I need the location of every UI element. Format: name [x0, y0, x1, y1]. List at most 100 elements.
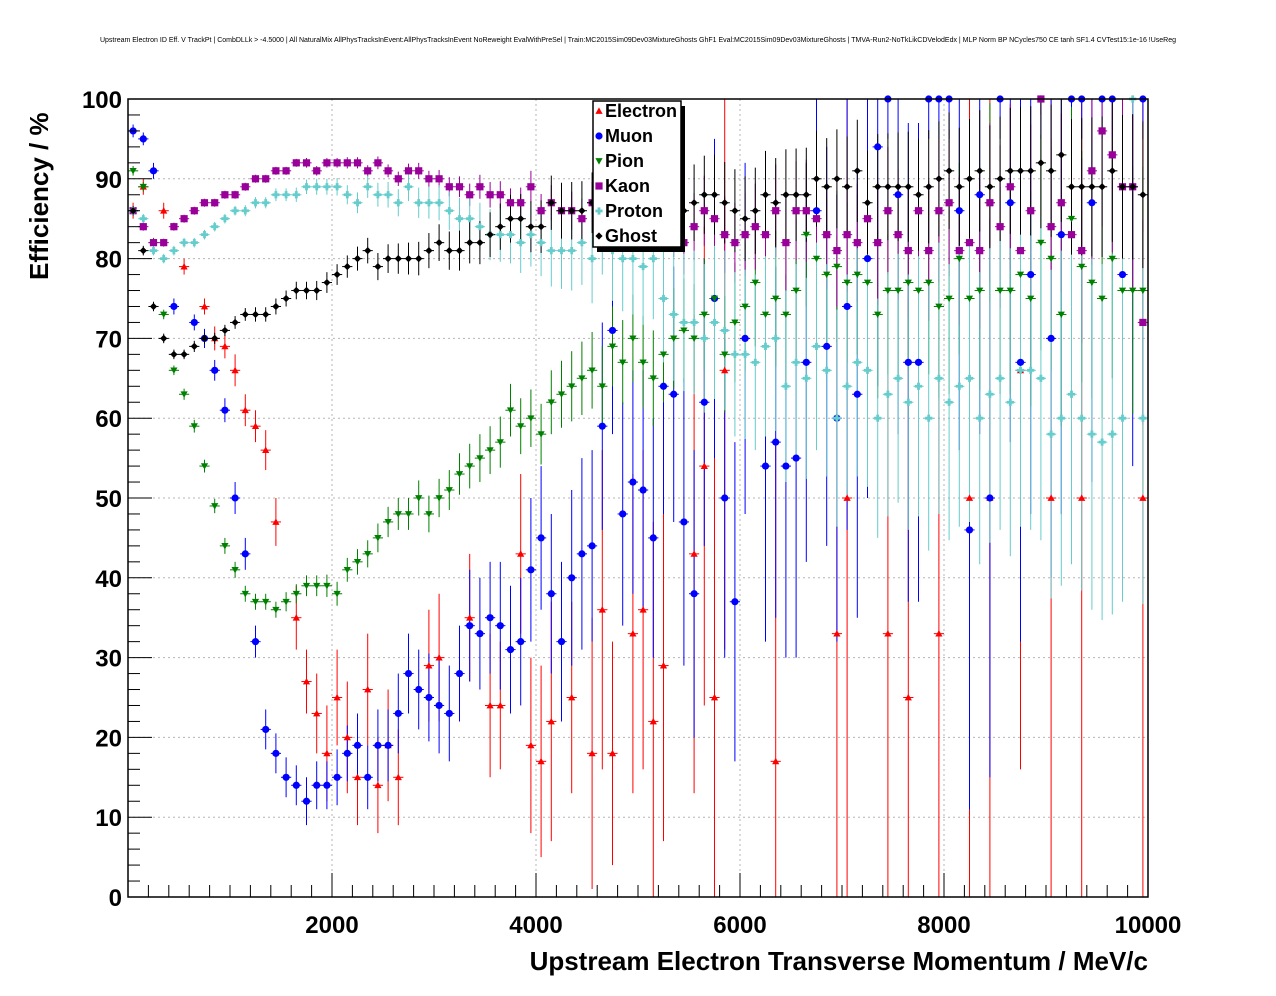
kaon-point — [761, 231, 770, 239]
pion-point — [404, 511, 413, 518]
electron-point — [496, 701, 504, 709]
kaon-point — [1108, 151, 1116, 159]
muon-point — [333, 773, 341, 781]
ghost-point — [527, 223, 535, 231]
ghost-point — [211, 334, 219, 342]
kaon-point — [751, 223, 759, 231]
pion-point — [1027, 295, 1035, 303]
ghost-point — [935, 175, 943, 183]
ghost-point — [568, 207, 576, 215]
proton-point — [802, 374, 810, 382]
pion-point — [619, 359, 627, 366]
pion-point — [435, 495, 443, 502]
ghost-point — [476, 239, 484, 247]
electron-point — [537, 757, 545, 765]
kaon-point — [863, 215, 872, 223]
muon-point — [772, 438, 780, 446]
proton-point — [731, 350, 739, 358]
proton-point — [741, 350, 749, 358]
kaon-point — [833, 247, 841, 255]
electron-point — [333, 693, 341, 701]
muon-point — [914, 358, 923, 366]
legend-marker-pion — [595, 158, 603, 165]
electron-point — [262, 446, 270, 453]
ghost-point — [731, 207, 739, 215]
ghost-point — [506, 215, 515, 223]
pion-point — [731, 319, 739, 327]
pion-point — [180, 391, 188, 398]
electron-point — [425, 661, 433, 669]
pion-point — [965, 295, 974, 303]
electron-point — [843, 494, 851, 501]
proton-point — [455, 215, 464, 223]
muon-point — [190, 318, 198, 327]
pion-point — [843, 279, 851, 287]
pion-point — [292, 590, 300, 598]
kaon-point — [976, 247, 984, 255]
pion-point — [1098, 295, 1106, 303]
kaon-point — [200, 199, 209, 207]
proton-point — [792, 358, 800, 366]
muon-point — [863, 255, 872, 263]
pion-point — [639, 359, 647, 366]
proton-point — [1139, 414, 1147, 422]
proton-point — [272, 191, 280, 199]
kaon-point — [394, 175, 402, 183]
pion-point — [935, 303, 943, 311]
ghost-point — [761, 191, 770, 199]
electron-point — [466, 614, 474, 621]
kaon-point — [690, 223, 698, 231]
proton-point — [945, 398, 953, 406]
pion-point — [853, 271, 861, 279]
legend-marker-kaon — [595, 182, 603, 190]
ghost-point — [251, 310, 260, 319]
ghost-point — [425, 247, 433, 255]
kaon-point — [282, 167, 290, 175]
proton-point — [149, 247, 158, 255]
electron-point — [772, 757, 780, 765]
kaon-point — [323, 159, 331, 167]
ghost-point — [353, 255, 362, 263]
data-points — [129, 95, 1147, 805]
muon-point — [241, 550, 249, 558]
kaon-point — [792, 207, 800, 215]
kaon-point — [241, 183, 249, 191]
ghost-point — [833, 175, 841, 183]
legend-label-muon: Muon — [605, 126, 653, 146]
proton-point — [1067, 390, 1076, 398]
ghost-point — [792, 191, 800, 199]
pion-point — [425, 511, 433, 518]
proton-point — [292, 191, 300, 199]
proton-point — [313, 183, 321, 191]
ghost-point — [986, 183, 994, 191]
proton-point — [670, 310, 678, 319]
proton-point — [537, 239, 545, 247]
ghost-point — [1047, 167, 1055, 175]
kaon-point — [435, 175, 443, 183]
muon-point — [629, 478, 637, 486]
electron-point — [486, 701, 494, 709]
muon-point — [170, 302, 178, 311]
ghost-point — [925, 183, 933, 191]
electron-point — [659, 661, 668, 669]
muon-point — [445, 709, 453, 718]
electron-point — [313, 709, 321, 717]
proton-point — [466, 215, 474, 223]
kaon-point — [955, 247, 963, 255]
ghost-point — [139, 247, 147, 255]
y-tick-label: 10 — [95, 805, 122, 832]
y-tick-label: 20 — [95, 725, 122, 752]
kaon-point — [455, 183, 464, 191]
kaon-point — [231, 191, 239, 199]
kaon-point — [139, 223, 147, 231]
kaon-point — [802, 207, 810, 215]
pion-point — [761, 311, 770, 319]
kaon-point — [364, 167, 372, 175]
kaon-point — [466, 191, 474, 199]
ghost-point — [384, 255, 392, 263]
legend: Electron Muon Pion Kaon Proton Ghost — [592, 100, 685, 252]
legend-box — [592, 100, 682, 248]
kaon-point — [425, 175, 433, 183]
ghost-point — [272, 302, 280, 311]
kaon-point — [272, 167, 280, 175]
